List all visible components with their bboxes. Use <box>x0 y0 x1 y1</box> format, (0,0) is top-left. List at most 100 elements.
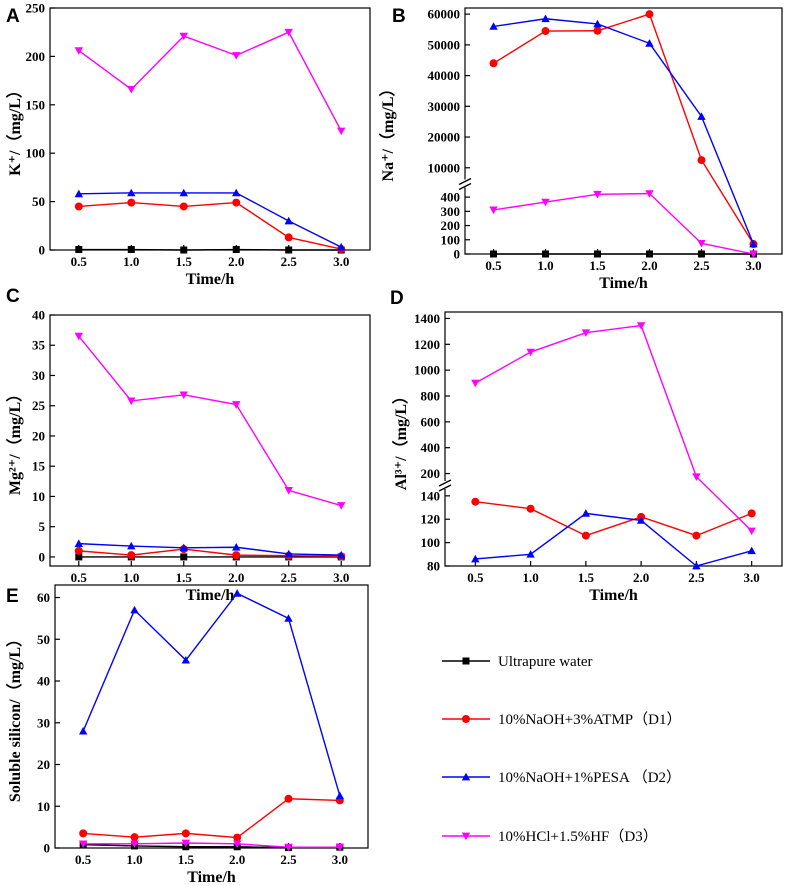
legend: Ultrapure water 10%NaOH+3%ATMP（D1） 10%NaOH… <box>442 654 681 845</box>
data-point-d3 <box>284 487 293 495</box>
data-point-d1 <box>130 833 139 842</box>
y-tick-label: 200 <box>26 49 46 64</box>
x-tick-label: 0.5 <box>71 570 88 585</box>
data-point-d3 <box>747 527 756 536</box>
legend-label-water: Ultrapure water <box>498 654 593 670</box>
x-axis-label: Time/h <box>187 869 236 886</box>
y-axis-label: Soluble silicon/（mg/L） <box>6 631 24 802</box>
x-tick-label: 0.5 <box>71 254 88 269</box>
data-point-d2 <box>179 188 188 197</box>
data-point-d3 <box>181 839 191 848</box>
panel-letter: A <box>6 6 20 27</box>
data-point-d3 <box>179 32 188 41</box>
data-point-d1 <box>79 829 88 838</box>
data-point-d2 <box>181 655 191 664</box>
data-point-d2 <box>489 22 498 30</box>
x-tick-label: 1.0 <box>126 852 142 867</box>
legend-label-d3: 10%HCl+1.5%HF（D3） <box>498 828 658 845</box>
data-point-d2 <box>130 605 139 614</box>
data-point-d1 <box>127 551 136 560</box>
y-tick-label: 0 <box>39 243 46 258</box>
data-point-d3 <box>284 843 293 852</box>
x-tick-label: 3.0 <box>745 258 761 273</box>
y-tick-label: 140 <box>421 488 441 503</box>
data-point-d1 <box>526 504 535 513</box>
y-tick-label: 10 <box>37 799 50 814</box>
data-point-d2 <box>749 239 758 248</box>
data-point-d3 <box>337 127 346 136</box>
y-tick-label: 0 <box>454 247 461 262</box>
data-point-d2 <box>232 589 242 597</box>
plot-frame <box>464 7 783 255</box>
data-point-d3 <box>489 206 498 215</box>
y-tick-label: 0 <box>44 841 51 856</box>
axis-break-mark <box>458 177 472 186</box>
panel-letter: D <box>390 288 404 309</box>
y-tick-label: 300 <box>441 204 461 219</box>
y-tick-label: 100 <box>441 232 461 247</box>
data-point-d1 <box>747 509 756 518</box>
data-point-water <box>697 250 705 258</box>
x-tick-label: 2.5 <box>280 852 297 867</box>
data-point-d3 <box>593 190 602 199</box>
data-point-water <box>127 246 135 254</box>
x-tick-label: 0.5 <box>467 570 484 585</box>
x-tick-label: 1.5 <box>176 570 193 585</box>
panel-a: 0.5 1.0 1.5 2.0 2.5 3.0 Time/h 0 50 100 150 200 250 K… <box>6 1 371 288</box>
y-tick-label: 20000 <box>428 130 461 145</box>
x-tick-label: 1.0 <box>537 258 553 273</box>
x-tick-label: 2.0 <box>228 570 244 585</box>
data-point-water <box>542 250 550 258</box>
data-point-d2 <box>335 791 345 800</box>
y-tick-label: 40000 <box>428 68 461 83</box>
data-point-d1 <box>233 833 242 842</box>
data-point-d1 <box>181 829 190 838</box>
data-point-d3 <box>127 85 136 94</box>
y-tick-label: 200 <box>441 218 461 233</box>
data-point-water <box>232 246 240 254</box>
data-point-d1 <box>74 202 83 211</box>
x-axis-label: Time/h <box>589 587 638 604</box>
axis-break-gap <box>461 179 470 188</box>
y-tick-label: 40 <box>32 308 45 323</box>
x-tick-label: 0.5 <box>75 852 92 867</box>
y-tick-label: 50 <box>32 194 45 209</box>
data-point-d3 <box>232 52 241 60</box>
data-point-d2 <box>232 188 241 197</box>
y-tick-label: 1000 <box>414 363 440 378</box>
data-point-d3 <box>130 840 139 849</box>
x-tick-label: 2.5 <box>688 570 705 585</box>
x-tick-label: 1.5 <box>589 258 606 273</box>
data-point-d1 <box>232 551 241 560</box>
x-tick-label: 1.5 <box>578 570 595 585</box>
data-point-d3 <box>335 843 345 852</box>
panel-letter: B <box>392 6 406 27</box>
y-tick-label: 400 <box>421 440 441 455</box>
data-point-d3 <box>179 391 188 400</box>
x-axis-label: Time/h <box>599 275 648 292</box>
data-point-d2 <box>645 39 654 47</box>
y-tick-label: 30 <box>32 368 45 383</box>
data-point-d1 <box>127 198 136 207</box>
y-tick-label: 600 <box>421 414 441 429</box>
data-point-d3 <box>284 28 293 37</box>
plot-frame <box>49 314 371 567</box>
data-point-d2 <box>232 543 241 551</box>
data-point-d1 <box>489 59 498 68</box>
panel-letter: E <box>6 586 19 607</box>
data-point-d1 <box>593 26 602 35</box>
series-line-d3 <box>78 31 342 132</box>
panel-letter: C <box>6 286 20 307</box>
x-tick-label: 1.0 <box>123 570 139 585</box>
series-line-d3 <box>493 192 754 255</box>
y-tick-label: 20 <box>32 428 45 443</box>
y-tick-label: 60 <box>37 590 50 605</box>
y-tick-label: 10000 <box>428 160 461 175</box>
data-point-d1 <box>541 27 550 36</box>
y-tick-label: 1200 <box>414 337 440 352</box>
series-line-d2 <box>78 192 342 248</box>
legend-marker-d3 <box>461 832 471 841</box>
data-point-d2 <box>692 561 701 570</box>
data-point-d2 <box>179 543 188 552</box>
